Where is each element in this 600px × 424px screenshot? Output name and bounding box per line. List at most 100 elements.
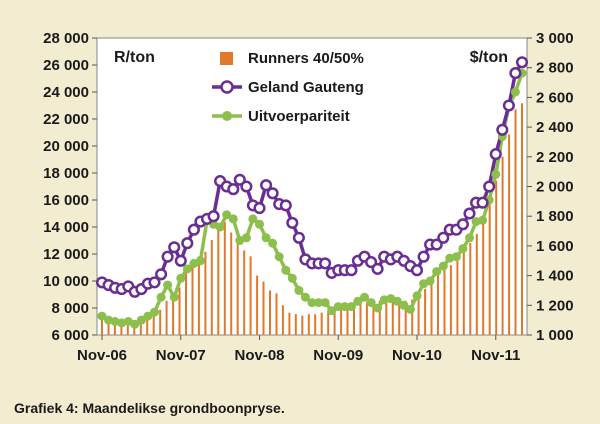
- right-axis-tick-label: 1 400: [536, 268, 574, 285]
- runners-bar: [120, 324, 123, 335]
- runners-bar: [327, 311, 330, 335]
- geland-point: [279, 199, 292, 212]
- runners-bar: [353, 305, 355, 335]
- left-axis-tick-label: 16 000: [43, 192, 89, 209]
- runners-bar: [230, 232, 233, 335]
- legend-label: Uitvoerpariteit: [248, 108, 350, 125]
- series-points: [95, 56, 529, 329]
- legend-runners-swatch: [220, 52, 233, 65]
- uitvoer-point: [287, 273, 297, 283]
- runners-bar: [385, 300, 388, 335]
- geland-point: [417, 250, 430, 263]
- left-axis-tick-label: 6 000: [51, 327, 89, 344]
- x-axis-tick-label: Nov-09: [313, 347, 363, 364]
- runners-bar: [294, 314, 297, 335]
- left-axis-tick-label: 22 000: [43, 111, 89, 128]
- geland-point: [437, 231, 450, 244]
- right-axis-tick-label: 2 800: [536, 60, 574, 77]
- geland-point: [168, 241, 181, 254]
- x-axis-tick-label: Nov-11: [471, 347, 520, 364]
- uitvoer-point: [274, 252, 284, 262]
- runners-bar: [288, 312, 291, 335]
- right-axis-tick-label: 1 000: [536, 327, 574, 344]
- right-axis-tick-label: 2 400: [536, 119, 574, 136]
- geland-point: [456, 218, 469, 231]
- left-axis-tick-label: 24 000: [43, 84, 89, 101]
- uitvoer-point: [241, 233, 251, 243]
- left-axis-tick-label: 20 000: [43, 138, 89, 155]
- runners-bar: [340, 308, 343, 335]
- geland-point: [187, 223, 200, 236]
- uitvoer-point: [333, 302, 343, 312]
- uitvoer-point: [97, 311, 107, 321]
- runners-bar: [185, 268, 187, 335]
- runners-bar: [133, 326, 136, 335]
- legend-label: Runners 40/50%: [248, 50, 364, 67]
- runners-bar: [469, 242, 472, 335]
- runners-bar: [514, 109, 517, 335]
- geland-point: [181, 237, 194, 250]
- runners-bar: [197, 256, 200, 335]
- runners-bar: [165, 300, 168, 335]
- geland-point: [286, 216, 299, 229]
- uitvoer-point: [255, 219, 264, 229]
- runners-bar: [521, 103, 523, 335]
- uitvoer-point: [399, 300, 409, 310]
- geland-point: [161, 250, 174, 263]
- right-axis-unit: $/ton: [470, 49, 508, 66]
- runners-bar: [159, 309, 162, 335]
- runners-bar: [449, 265, 452, 335]
- runners-bar: [398, 302, 401, 335]
- uitvoer-point: [360, 292, 369, 302]
- runners-bar: [152, 314, 155, 335]
- geland-point: [476, 196, 489, 209]
- runners-bar: [269, 290, 271, 335]
- uitvoer-point: [143, 311, 153, 321]
- right-axis-tick-label: 2 600: [536, 89, 574, 106]
- left-axis-tick-label: 14 000: [43, 219, 89, 236]
- geland-point: [207, 210, 220, 223]
- runners-bar: [172, 293, 175, 335]
- runners-bar-group: [101, 103, 523, 336]
- uitvoer-point: [425, 276, 435, 286]
- runners-bar: [378, 300, 381, 335]
- runners-bar: [372, 302, 375, 335]
- runners-bar: [430, 281, 433, 335]
- runners-bar: [475, 234, 478, 335]
- runners-bar: [359, 303, 362, 335]
- runners-bar: [391, 302, 394, 335]
- uitvoer-point: [465, 233, 474, 243]
- uitvoer-point: [392, 296, 402, 306]
- runners-bar: [301, 315, 304, 335]
- runners-bar: [223, 222, 226, 335]
- uitvoer-point: [491, 169, 501, 179]
- uitvoer-point: [438, 261, 448, 271]
- left-axis-tick-label: 10 000: [43, 273, 89, 290]
- runners-bar: [501, 156, 504, 335]
- runners-bar: [462, 250, 465, 335]
- geland-point: [483, 180, 496, 193]
- runners-bar: [508, 134, 511, 335]
- runners-bar: [456, 257, 459, 335]
- geland-point: [253, 202, 266, 215]
- uitvoer-point: [510, 87, 520, 97]
- left-axis-tick-label: 12 000: [43, 246, 89, 263]
- runners-bar: [236, 241, 239, 335]
- uitvoer-point: [327, 306, 337, 316]
- left-axis-tick-label: 18 000: [43, 165, 89, 182]
- axes: 6 000 8 000 10 000 12 000 14 000 16 000 18 000…: [43, 30, 573, 364]
- runners-bar: [243, 250, 246, 335]
- runners-bar: [333, 309, 336, 335]
- uitvoer-point: [294, 285, 304, 295]
- x-axis-tick-label: Nov-07: [156, 347, 206, 364]
- uitvoer-point: [156, 292, 166, 302]
- geland-point: [260, 179, 273, 192]
- uitvoer-point: [248, 214, 258, 224]
- uitvoer-point: [163, 280, 173, 290]
- runners-bar: [113, 323, 116, 335]
- left-axis-tick-label: 26 000: [43, 57, 89, 74]
- geland-point: [174, 254, 187, 267]
- uitvoer-point: [268, 238, 278, 248]
- uitvoer-point: [136, 315, 146, 325]
- uitvoer-point: [130, 319, 140, 329]
